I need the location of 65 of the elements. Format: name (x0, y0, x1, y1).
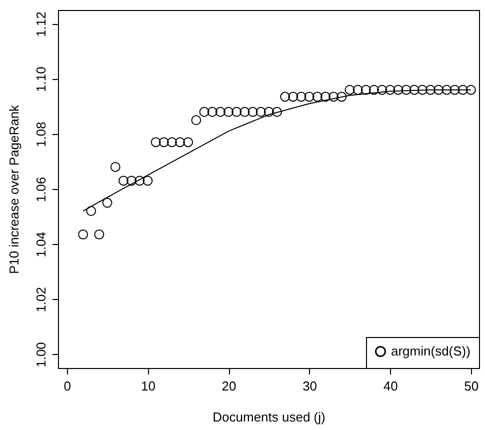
point (426, 84, 436, 95)
x-tick-label: 20 (222, 378, 236, 394)
point (434, 84, 444, 95)
point (450, 84, 460, 95)
point (150, 137, 161, 148)
point (199, 106, 210, 117)
point (94, 229, 104, 240)
point (86, 206, 96, 216)
y-tick-label: 1.08 (34, 122, 48, 148)
point (368, 84, 379, 95)
y-tick-label: 1.12 (34, 12, 48, 37)
point (118, 176, 128, 186)
point (191, 115, 202, 126)
legend-label: argmin(sd(S)) (391, 344, 470, 358)
y-tick-label: 1.02 (34, 287, 48, 312)
point (344, 84, 355, 95)
x-tick-label: 50 (464, 378, 479, 394)
point (304, 92, 314, 102)
y-tick-label: 1.10 (34, 66, 48, 92)
point (256, 106, 266, 117)
point (328, 92, 339, 102)
point (352, 84, 363, 95)
point (442, 84, 452, 95)
point (102, 198, 112, 208)
x-axis-title: Documents used (j) (212, 410, 326, 424)
point (215, 106, 226, 117)
point (183, 137, 194, 148)
y-tick-label: 1.06 (34, 176, 48, 202)
point (142, 176, 153, 186)
point (312, 92, 322, 102)
point (134, 176, 145, 186)
x-tick-label: 0 (64, 378, 72, 394)
point (458, 84, 468, 95)
point (360, 84, 371, 95)
point (110, 162, 120, 172)
point (466, 84, 476, 95)
point (207, 106, 218, 117)
point (409, 84, 420, 95)
point (232, 106, 242, 117)
point (264, 106, 274, 117)
point (240, 106, 250, 117)
point (296, 92, 306, 102)
point (393, 84, 404, 95)
point (336, 92, 347, 102)
point (385, 84, 396, 95)
x-tick-label: 40 (383, 378, 398, 394)
point (78, 229, 88, 240)
y-tick-label: 1.04 (34, 232, 48, 258)
point (272, 106, 282, 117)
point (248, 106, 258, 117)
point (377, 84, 388, 95)
y-tick-label: 1.00 (34, 342, 48, 368)
point (401, 84, 412, 95)
point (175, 137, 185, 148)
point (158, 137, 169, 148)
y-axis-title: P10 increase over PageRank (6, 104, 22, 274)
point (280, 92, 290, 102)
x-tick-label: 30 (302, 378, 318, 394)
point (417, 84, 428, 95)
point (288, 92, 298, 102)
x-tick-label: 10 (140, 378, 156, 394)
point (166, 137, 177, 148)
point (320, 92, 330, 102)
point (126, 176, 137, 186)
point (224, 106, 234, 117)
